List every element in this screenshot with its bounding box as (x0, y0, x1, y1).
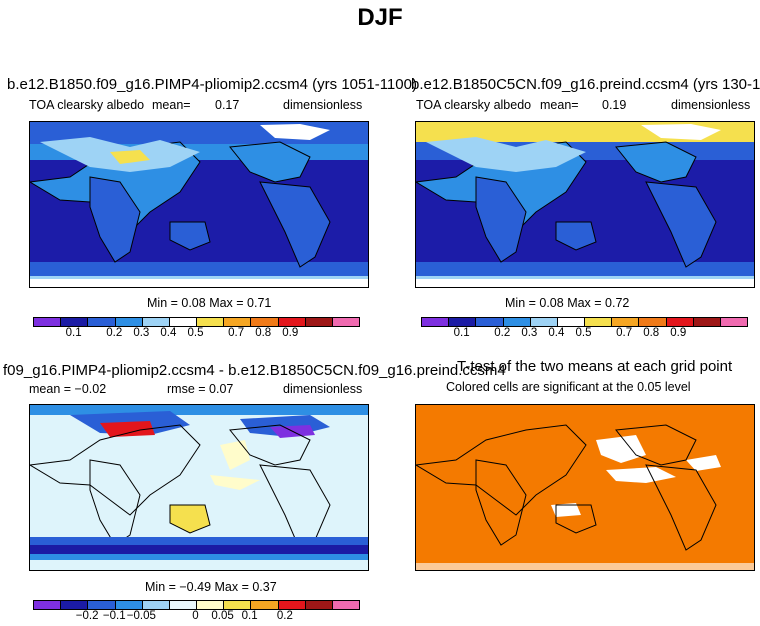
colorbar-tick-label: −0.1 (102, 610, 126, 622)
panel1-map-svg (30, 122, 368, 287)
colorbar-tick-label: 0 (192, 610, 199, 622)
colorbar-swatch (197, 318, 225, 326)
colorbar-swatch (88, 318, 116, 326)
colorbar-swatch (61, 601, 89, 609)
panel4-map-svg (416, 405, 754, 570)
colorbar-tick-label: 0.05 (211, 610, 234, 622)
panel1-mean-value: 0.17 (215, 98, 240, 112)
colorbar-swatch (61, 318, 89, 326)
panel1-colorbar-ticks: 0.1 0.2 0.3 0.4 0.5 0.7 0.8 0.9 (33, 327, 358, 343)
colorbar-tick-label: 0.7 (616, 327, 633, 339)
panel3-minmax: Min = −0.49 Max = 0.37 (145, 580, 277, 594)
colorbar-swatch (278, 318, 306, 326)
colorbar-swatch (142, 318, 170, 326)
colorbar-tick-label: 0.3 (521, 327, 538, 339)
panel1-mean-label: mean= (152, 98, 191, 112)
colorbar-tick-label: 0.9 (282, 327, 299, 339)
colorbar-swatch (449, 318, 477, 326)
colorbar-swatch (197, 601, 225, 609)
panel1-variable: TOA clearsky albedo (29, 98, 145, 112)
panel3-title: f09_g16.PIMP4-pliomip2.ccsm4 - b.e12.B18… (3, 362, 506, 379)
colorbar-tick-label: 0.4 (160, 327, 177, 339)
panel3-rmse: rmse = 0.07 (167, 382, 234, 396)
figure-title: DJF (357, 4, 403, 31)
colorbar-tick-label: −0.05 (126, 610, 156, 622)
colorbar-tick-label: −0.2 (75, 610, 99, 622)
colorbar-swatch (305, 601, 333, 609)
panel2-mean-value: 0.19 (602, 98, 627, 112)
panel4-subtitle: Colored cells are significant at the 0.0… (446, 380, 691, 394)
colorbar-swatch (585, 318, 613, 326)
colorbar-swatch (503, 318, 531, 326)
panel2-minmax: Min = 0.08 Max = 0.72 (505, 296, 630, 310)
colorbar-tick-label: 0.1 (241, 610, 258, 622)
colorbar-swatch (693, 318, 721, 326)
colorbar-swatch (332, 318, 360, 326)
panel2-colorbar-ticks: 0.1 0.2 0.3 0.4 0.5 0.7 0.8 0.9 (421, 327, 746, 343)
panel1-minmax: Min = 0.08 Max = 0.71 (147, 296, 272, 310)
colorbar-swatch (224, 318, 252, 326)
panel2-map (415, 121, 755, 288)
colorbar-swatch (332, 601, 360, 609)
colorbar-swatch (88, 601, 116, 609)
panel2-colorbar (421, 317, 748, 327)
colorbar-swatch (639, 318, 667, 326)
panel2-variable: TOA clearsky albedo (416, 98, 532, 112)
panel1-units: dimensionless (283, 98, 363, 112)
colorbar-swatch (169, 601, 198, 609)
colorbar-swatch (278, 601, 306, 609)
colorbar-tick-label: 0.9 (670, 327, 687, 339)
colorbar-tick-label: 0.1 (453, 327, 470, 339)
colorbar-swatch (169, 318, 198, 326)
colorbar-tick-label: 0.1 (65, 327, 82, 339)
panel1-colorbar (33, 317, 360, 327)
colorbar-swatch (305, 318, 333, 326)
colorbar-tick-label: 0.4 (548, 327, 565, 339)
colorbar-tick-label: 0.2 (276, 610, 293, 622)
colorbar-tick-label: 0.2 (494, 327, 511, 339)
panel3-map-svg (30, 405, 368, 570)
panel3-units: dimensionless (283, 382, 363, 396)
panel1-map (29, 121, 369, 288)
panel3-map (29, 404, 369, 571)
colorbar-tick-label: 0.2 (106, 327, 123, 339)
panel4-title: T-test of the two means at each grid poi… (457, 358, 733, 375)
colorbar-swatch (224, 601, 252, 609)
colorbar-swatch (251, 601, 279, 609)
colorbar-tick-label: 0.5 (187, 327, 204, 339)
panel2-map-svg (416, 122, 754, 287)
colorbar-swatch (115, 318, 143, 326)
panel3-colorbar-ticks: −0.2 −0.1 −0.05 0 0.05 0.1 0.2 (33, 610, 358, 626)
panel3-mean: mean = −0.02 (29, 382, 107, 396)
colorbar-swatch (251, 318, 279, 326)
colorbar-swatch (34, 318, 62, 326)
colorbar-tick-label: 0.8 (255, 327, 272, 339)
colorbar-swatch (142, 601, 170, 609)
colorbar-swatch (476, 318, 504, 326)
colorbar-tick-label: 0.7 (228, 327, 245, 339)
colorbar-swatch (612, 318, 640, 326)
panel1-title: b.e12.B1850.f09_g16.PIMP4-pliomip2.ccsm4… (7, 76, 417, 93)
panel2-title: b.e12.B1850C5CN.f09_g16.preind.ccsm4 (yr… (411, 76, 760, 93)
colorbar-swatch (422, 318, 450, 326)
colorbar-swatch (34, 601, 62, 609)
panel2-units: dimensionless (671, 98, 751, 112)
panel4-map (415, 404, 755, 571)
colorbar-tick-label: 0.3 (133, 327, 150, 339)
colorbar-swatch (530, 318, 558, 326)
colorbar-tick-label: 0.5 (575, 327, 592, 339)
colorbar-swatch (720, 318, 748, 326)
colorbar-swatch (557, 318, 586, 326)
panel3-colorbar (33, 600, 360, 610)
colorbar-tick-label: 0.8 (643, 327, 660, 339)
colorbar-swatch (115, 601, 143, 609)
panel2-mean-label: mean= (540, 98, 579, 112)
colorbar-swatch (666, 318, 694, 326)
